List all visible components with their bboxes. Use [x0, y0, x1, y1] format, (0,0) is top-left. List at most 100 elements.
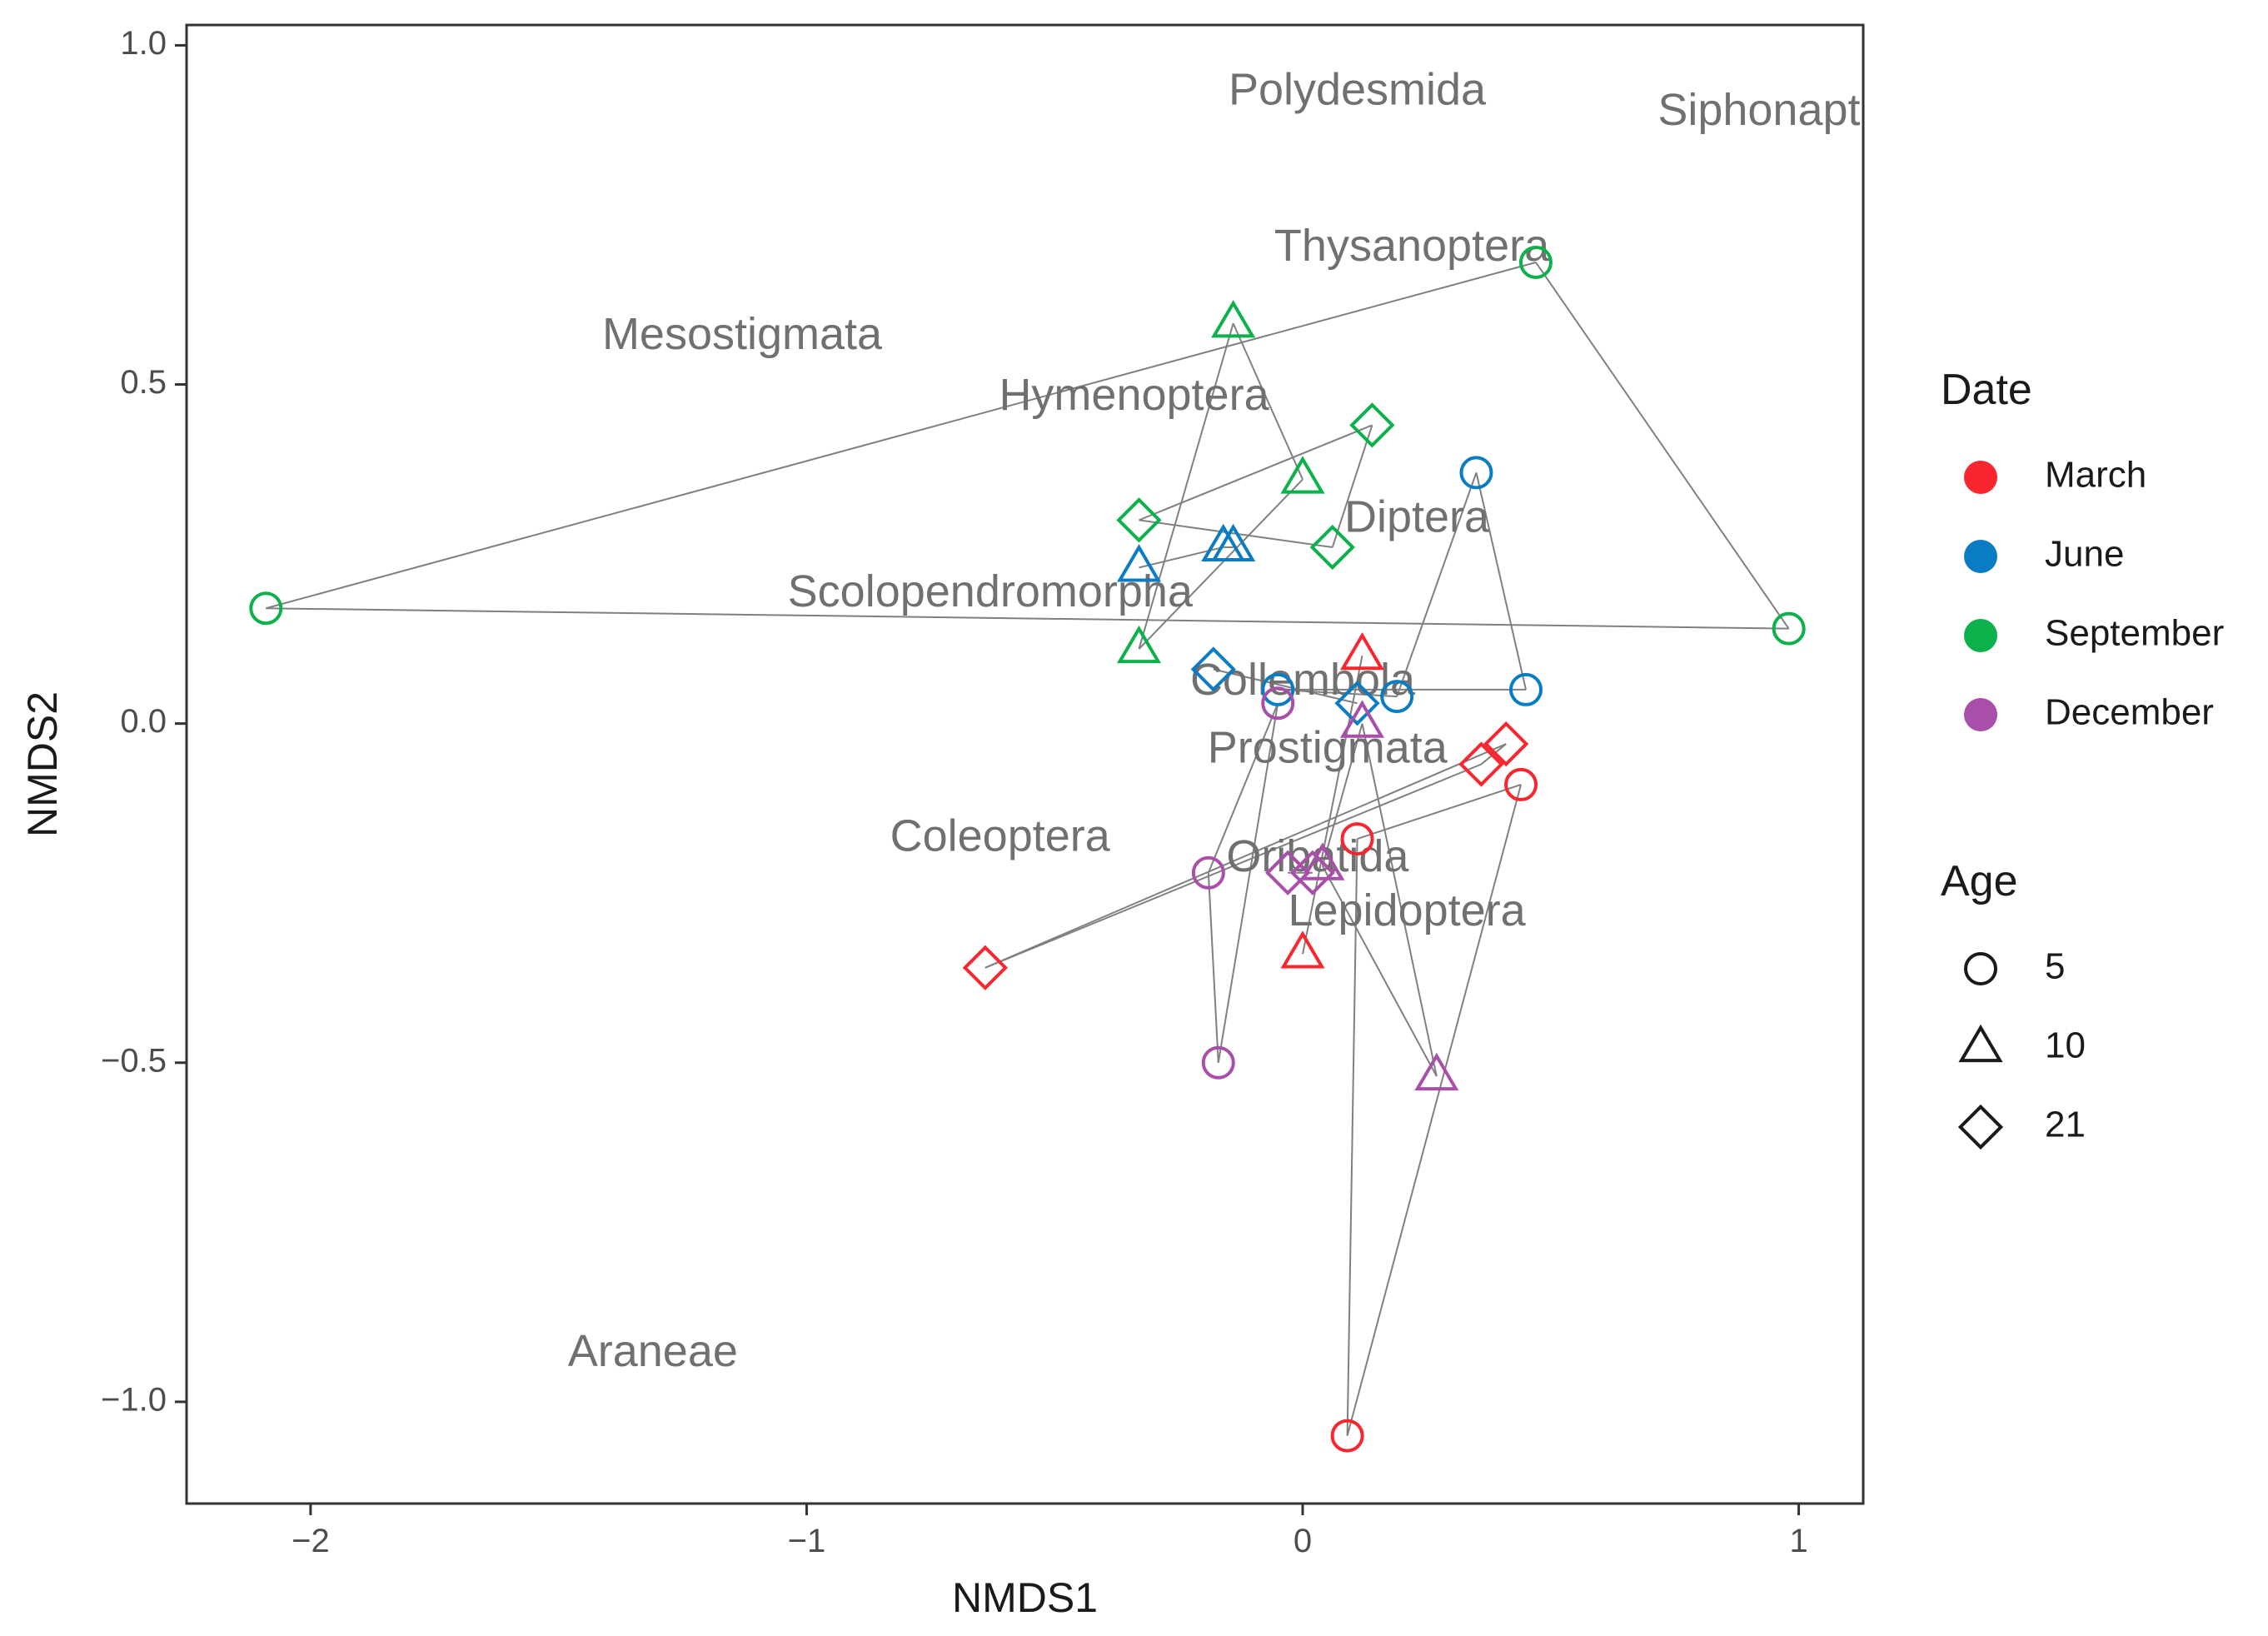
hull-segment	[1302, 656, 1363, 955]
hull-segment	[1207, 872, 1219, 1063]
data-point	[962, 945, 1008, 990]
species-label: Hymenoptera	[999, 370, 1269, 420]
legend-label-age-10: 10	[2045, 1025, 2086, 1066]
y-axis-title: NMDS2	[19, 691, 66, 837]
hull-segment	[1138, 478, 1303, 650]
hull-segment	[1213, 668, 1358, 705]
data-point	[1772, 611, 1806, 646]
hull-segment	[1475, 472, 1527, 691]
x-axis-title: NMDS1	[952, 1574, 1098, 1621]
data-point	[1509, 672, 1543, 706]
hull-segments	[266, 262, 1790, 1436]
data-point	[1339, 631, 1385, 671]
species-label: Polydesmida	[1229, 65, 1487, 115]
hull-segment	[1207, 702, 1279, 874]
legend-key-june	[1964, 540, 1997, 573]
hull-segment	[1361, 723, 1438, 1077]
data-point	[1334, 681, 1380, 726]
hull-segment	[1321, 865, 1438, 1077]
species-label: Thysanoptera	[1274, 221, 1550, 271]
data-point	[1261, 672, 1295, 706]
legend: Date March June September December Age 5 10 21	[1941, 366, 2224, 1150]
species-label: Mesostigmata	[602, 309, 883, 359]
species-labels: Polydesmida Siphonapt Thysanoptera Mesostig…	[568, 65, 1861, 1376]
y-tick-label: 0.5	[120, 364, 167, 401]
data-point	[1201, 1045, 1235, 1080]
hull-segment	[1139, 424, 1373, 521]
hull-segment	[984, 743, 1507, 969]
x-tick-label: −1	[788, 1523, 826, 1559]
legend-label-march: March	[2045, 455, 2146, 496]
data-point	[1190, 646, 1236, 692]
legend-title-date: Date	[1941, 366, 2032, 414]
legend-key-september	[1964, 619, 1997, 652]
species-label: Prostigmata	[1208, 722, 1448, 772]
data-point	[1280, 930, 1325, 969]
data-point	[1309, 524, 1355, 571]
data-point	[1340, 822, 1374, 856]
legend-title-age: Age	[1941, 857, 2018, 905]
data-point	[1380, 680, 1414, 714]
data-point	[1349, 402, 1395, 448]
plot-panel-border	[185, 23, 1865, 1505]
y-tick-label: 0.0	[120, 703, 167, 740]
x-tick-label: −2	[292, 1523, 330, 1559]
legend-key-age-10	[1958, 1024, 2003, 1063]
data-point	[1458, 741, 1504, 787]
hull-segment	[1138, 322, 1234, 650]
hull-segment	[1321, 723, 1363, 866]
data-point	[1339, 700, 1385, 738]
legend-key-december	[1964, 698, 1997, 731]
hull-segment	[1278, 688, 1398, 698]
data-point	[1280, 456, 1325, 494]
data-point	[1116, 625, 1162, 664]
y-tick-label: −1.0	[101, 1381, 167, 1418]
legend-label-september: September	[2045, 613, 2224, 654]
data-point	[1518, 245, 1553, 279]
y-tick-label: −0.5	[101, 1042, 167, 1079]
y-tick-label: 1.0	[120, 25, 167, 62]
hull-segment	[1396, 472, 1478, 697]
data-point	[1330, 1419, 1364, 1453]
data-point	[1459, 456, 1493, 490]
legend-key-march	[1964, 461, 1997, 494]
legend-key-age-5	[1964, 952, 1997, 985]
x-tick-label: 0	[1294, 1523, 1312, 1559]
data-point	[1116, 497, 1162, 543]
hull-segment	[1346, 784, 1523, 1436]
hull-segment	[1232, 322, 1303, 480]
data-point	[1414, 1052, 1459, 1091]
data-point	[249, 591, 283, 626]
data-point	[1483, 721, 1529, 767]
species-label: Lepidoptera	[1288, 885, 1526, 935]
species-label: Diptera	[1344, 492, 1490, 542]
data-point	[1289, 850, 1336, 895]
species-label: Coleoptera	[890, 811, 1111, 860]
legend-label-december: December	[2045, 692, 2214, 733]
data-point	[1191, 855, 1225, 890]
hull-segment	[1331, 425, 1373, 548]
species-label: Siphonapt	[1657, 85, 1860, 135]
hull-segment	[266, 607, 1789, 630]
legend-label-age-5: 5	[2045, 946, 2065, 987]
legend-key-age-21	[1957, 1104, 2004, 1150]
hull-segment	[1346, 839, 1358, 1436]
hull-segment	[266, 262, 1537, 610]
data-point	[1116, 544, 1162, 582]
x-tick-label: 1	[1789, 1523, 1807, 1559]
data-point	[1211, 300, 1256, 338]
legend-label-age-21: 21	[2045, 1105, 2086, 1145]
data-point	[1300, 842, 1345, 880]
data-point	[1261, 686, 1295, 721]
species-label: Scolopendromorpha	[788, 566, 1194, 616]
data-point	[1504, 767, 1538, 801]
hull-segment	[1535, 262, 1790, 630]
data-point	[1211, 523, 1256, 562]
hull-segment	[984, 763, 1482, 969]
data-points	[249, 245, 1806, 1453]
legend-label-june: June	[2045, 534, 2124, 575]
hull-segment	[1217, 703, 1279, 1063]
species-label: Araneae	[568, 1326, 738, 1376]
